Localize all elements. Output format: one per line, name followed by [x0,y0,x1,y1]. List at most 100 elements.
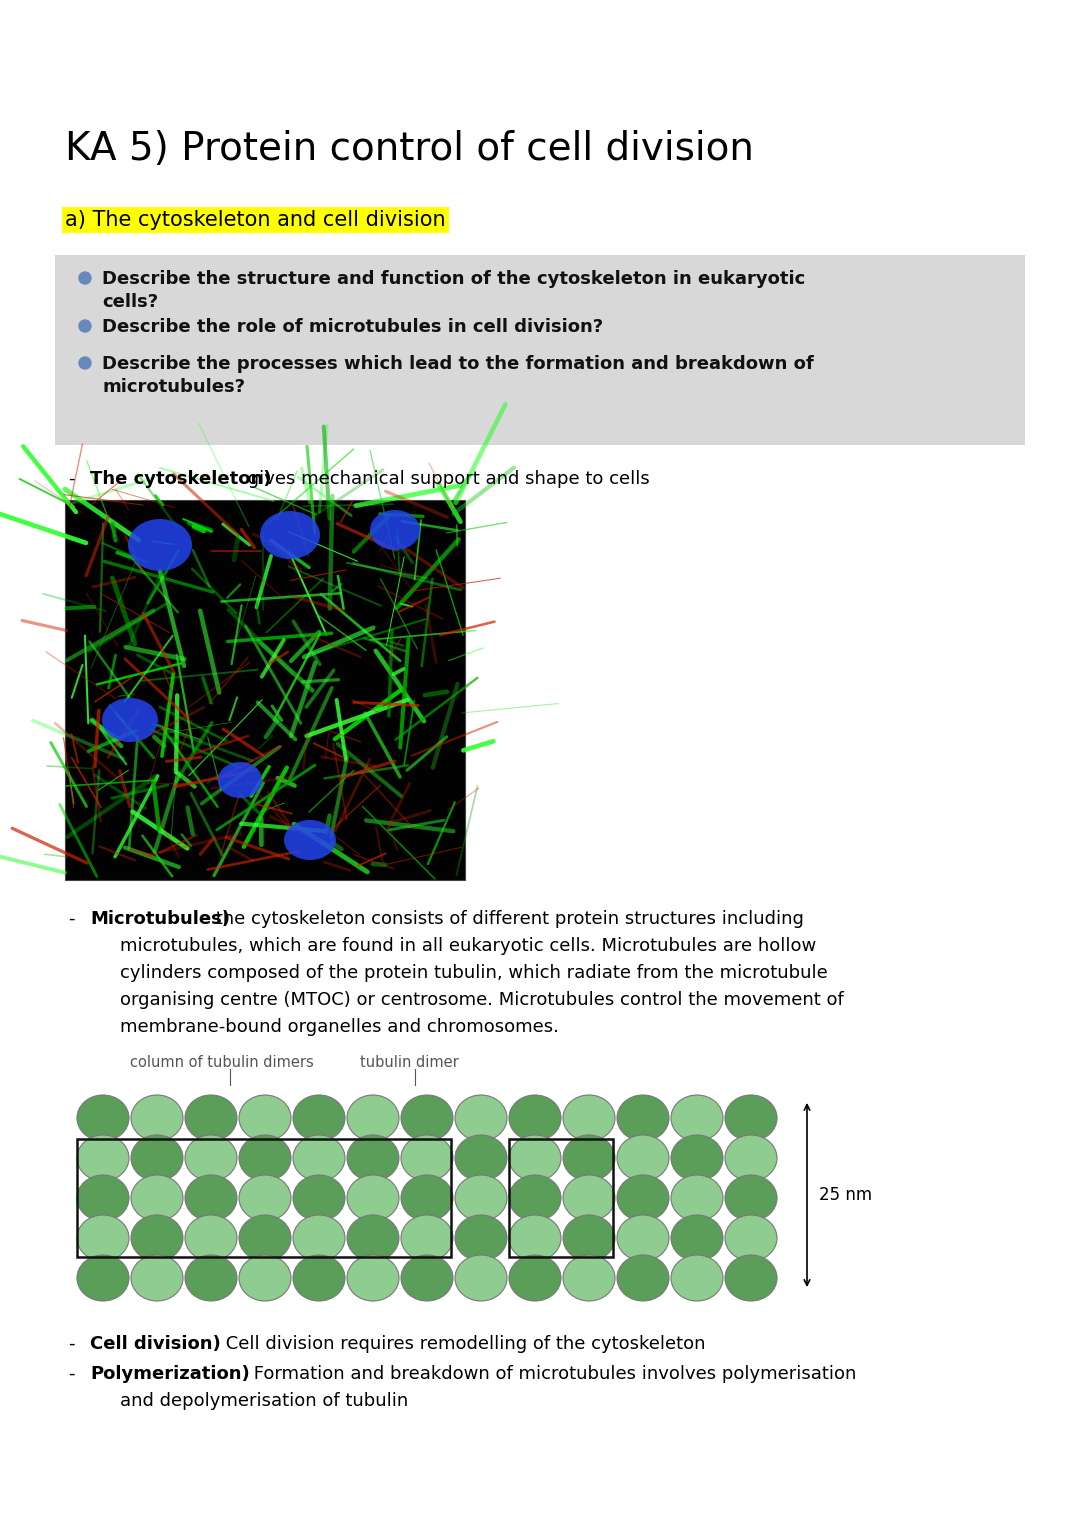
Ellipse shape [218,762,262,798]
Ellipse shape [509,1255,561,1301]
Ellipse shape [455,1174,507,1222]
Ellipse shape [455,1215,507,1261]
Ellipse shape [725,1135,777,1180]
Ellipse shape [725,1255,777,1301]
Ellipse shape [239,1095,291,1141]
Ellipse shape [239,1255,291,1301]
Circle shape [79,357,91,369]
Ellipse shape [131,1255,183,1301]
Ellipse shape [401,1174,453,1222]
Ellipse shape [401,1135,453,1180]
Ellipse shape [509,1095,561,1141]
Text: -: - [68,470,75,488]
Ellipse shape [185,1255,237,1301]
Ellipse shape [131,1215,183,1261]
Ellipse shape [617,1135,669,1180]
Bar [509,1139,613,1257]
Text: the cytoskeleton consists of different protein structures including: the cytoskeleton consists of different p… [210,910,804,929]
Ellipse shape [563,1174,615,1222]
Text: Polymerization): Polymerization) [90,1365,249,1383]
Ellipse shape [131,1095,183,1141]
Text: 25 nm: 25 nm [819,1186,873,1205]
Ellipse shape [293,1215,345,1261]
Text: cylinders composed of the protein tubulin, which radiate from the microtubule: cylinders composed of the protein tubuli… [120,964,827,982]
Ellipse shape [131,1135,183,1180]
Ellipse shape [347,1135,399,1180]
Ellipse shape [509,1174,561,1222]
Bar [55,255,1025,445]
Ellipse shape [239,1174,291,1222]
Ellipse shape [671,1174,723,1222]
Text: -: - [68,1334,75,1353]
Ellipse shape [284,820,336,860]
Ellipse shape [347,1255,399,1301]
Ellipse shape [671,1255,723,1301]
Ellipse shape [239,1135,291,1180]
Text: -: - [68,910,75,929]
Text: microtubules?: microtubules? [102,378,245,396]
Ellipse shape [77,1255,129,1301]
Ellipse shape [671,1135,723,1180]
Ellipse shape [563,1095,615,1141]
Text: Describe the processes which lead to the formation and breakdown of: Describe the processes which lead to the… [102,355,813,374]
Ellipse shape [725,1215,777,1261]
Text: and depolymerisation of tubulin: and depolymerisation of tubulin [120,1392,408,1411]
Ellipse shape [185,1174,237,1222]
Ellipse shape [129,518,192,570]
Ellipse shape [293,1255,345,1301]
Ellipse shape [617,1255,669,1301]
Text: microtubules, which are found in all eukaryotic cells. Microtubules are hollow: microtubules, which are found in all euk… [120,936,816,955]
Ellipse shape [509,1215,561,1261]
Ellipse shape [401,1215,453,1261]
Ellipse shape [563,1215,615,1261]
Ellipse shape [401,1255,453,1301]
Ellipse shape [563,1135,615,1180]
Ellipse shape [293,1174,345,1222]
Ellipse shape [455,1095,507,1141]
Text: Cell division requires remodelling of the cytoskeleton: Cell division requires remodelling of th… [220,1334,705,1353]
Text: -: - [68,1365,75,1383]
Ellipse shape [455,1255,507,1301]
Text: tubulin dimer: tubulin dimer [360,1055,459,1071]
Ellipse shape [293,1095,345,1141]
Text: Formation and breakdown of microtubules involves polymerisation: Formation and breakdown of microtubules … [248,1365,856,1383]
Ellipse shape [77,1174,129,1222]
Ellipse shape [185,1135,237,1180]
Text: KA 5) Protein control of cell division: KA 5) Protein control of cell division [65,130,754,168]
Ellipse shape [185,1095,237,1141]
Ellipse shape [77,1215,129,1261]
Ellipse shape [617,1174,669,1222]
Ellipse shape [131,1174,183,1222]
Ellipse shape [102,698,158,743]
Bar [65,500,465,880]
Ellipse shape [401,1095,453,1141]
Bar [77,1139,451,1257]
Text: gives mechanical support and shape to cells: gives mechanical support and shape to ce… [242,470,650,488]
Ellipse shape [77,1135,129,1180]
Ellipse shape [293,1135,345,1180]
Ellipse shape [185,1215,237,1261]
Text: Microtubules): Microtubules) [90,910,230,929]
Ellipse shape [509,1135,561,1180]
Ellipse shape [455,1135,507,1180]
Ellipse shape [563,1255,615,1301]
Ellipse shape [671,1095,723,1141]
Ellipse shape [370,509,420,551]
Text: Describe the structure and function of the cytoskeleton in eukaryotic: Describe the structure and function of t… [102,270,806,288]
Text: Describe the role of microtubules in cell division?: Describe the role of microtubules in cel… [102,319,603,336]
Text: cells?: cells? [102,293,158,311]
Text: a) The cytoskeleton and cell division: a) The cytoskeleton and cell division [65,210,446,230]
Ellipse shape [617,1095,669,1141]
Ellipse shape [671,1215,723,1261]
Ellipse shape [260,511,320,560]
Ellipse shape [725,1174,777,1222]
Circle shape [79,320,91,332]
Text: organising centre (MTOC) or centrosome. Microtubules control the movement of: organising centre (MTOC) or centrosome. … [120,991,843,1010]
Text: column of tubulin dimers: column of tubulin dimers [130,1055,314,1071]
Circle shape [79,271,91,284]
Text: The cytoskeleton): The cytoskeleton) [90,470,271,488]
Ellipse shape [347,1215,399,1261]
Ellipse shape [77,1095,129,1141]
Ellipse shape [617,1215,669,1261]
Ellipse shape [725,1095,777,1141]
